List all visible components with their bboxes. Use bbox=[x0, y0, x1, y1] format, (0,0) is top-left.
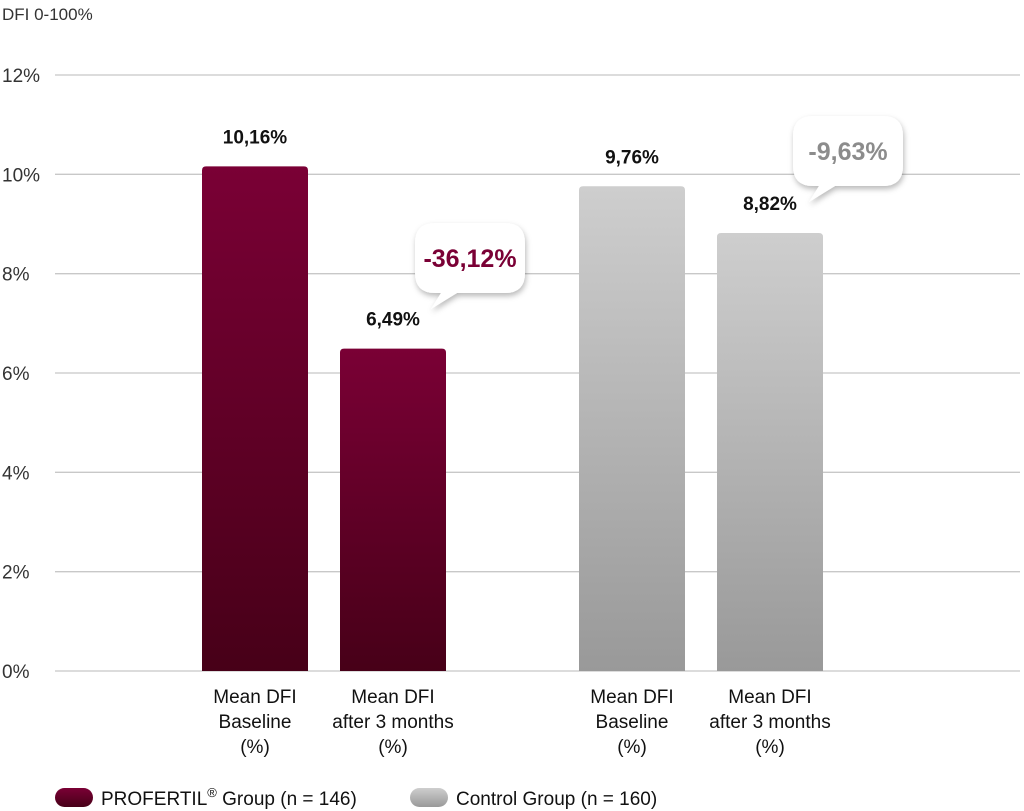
category-label: after 3 months bbox=[709, 712, 830, 733]
y-tick-label: 12% bbox=[2, 66, 40, 87]
bar bbox=[202, 166, 308, 672]
legend-entry: PROFERTIL® Group (n = 146) bbox=[101, 785, 357, 810]
category-label: (%) bbox=[755, 737, 785, 758]
legend-series-suffix: Group bbox=[217, 789, 280, 810]
change-callout-label: -9,63% bbox=[808, 138, 887, 166]
y-tick-label: 2% bbox=[2, 563, 30, 584]
category-labels: Mean DFI Baseline (%) Mean DFI after 3 month… bbox=[213, 687, 830, 758]
change-callout-label: -36,12% bbox=[423, 245, 516, 273]
bar bbox=[340, 348, 446, 671]
y-tick-label: 6% bbox=[2, 364, 30, 385]
legend-series-name: PROFERTIL bbox=[101, 789, 207, 810]
bars bbox=[202, 166, 823, 672]
bar-value-label: 9,76% bbox=[605, 147, 659, 168]
legend-n-label: (n = 160) bbox=[581, 789, 658, 810]
y-tick-labels: 0% 2% 4% 6% 8% 10% 12% bbox=[2, 66, 40, 683]
category-label: after 3 months bbox=[332, 712, 453, 733]
bar-value-label: 8,82% bbox=[743, 194, 797, 215]
y-axis-title: DFI 0-100% bbox=[2, 5, 93, 24]
legend-swatch bbox=[55, 788, 93, 807]
category-label: Mean DFI bbox=[351, 687, 434, 708]
legend: PROFERTIL® Group (n = 146) Control Group … bbox=[55, 785, 657, 810]
change-callout-bubble bbox=[793, 116, 903, 202]
y-tick-label: 10% bbox=[2, 165, 40, 186]
y-tick-label: 8% bbox=[2, 265, 30, 286]
category-label: (%) bbox=[240, 737, 270, 758]
legend-series-name: Control Group bbox=[456, 789, 581, 810]
category-label: Mean DFI bbox=[590, 687, 673, 708]
change-callout-bubble bbox=[415, 223, 525, 309]
category-label: Mean DFI bbox=[728, 687, 811, 708]
y-tick-label: 0% bbox=[2, 662, 30, 683]
legend-swatch bbox=[410, 788, 448, 807]
change-callouts: -36,12% -9,63% bbox=[415, 116, 903, 309]
legend-registered-mark: ® bbox=[207, 785, 217, 800]
value-labels: 10,16% 6,49% 9,76% 8,82% bbox=[223, 127, 797, 330]
legend-entry: Control Group (n = 160) bbox=[456, 789, 657, 810]
bar-value-label: 6,49% bbox=[366, 310, 420, 331]
category-label: Baseline bbox=[596, 712, 669, 733]
category-label: (%) bbox=[378, 737, 408, 758]
category-label: (%) bbox=[617, 737, 647, 758]
category-label: Baseline bbox=[219, 712, 292, 733]
bar bbox=[579, 186, 685, 671]
bar bbox=[717, 232, 823, 671]
bar-value-label: 10,16% bbox=[223, 127, 288, 148]
category-label: Mean DFI bbox=[213, 687, 296, 708]
legend-n-label: (n = 146) bbox=[280, 789, 357, 810]
y-tick-label: 4% bbox=[2, 463, 30, 484]
